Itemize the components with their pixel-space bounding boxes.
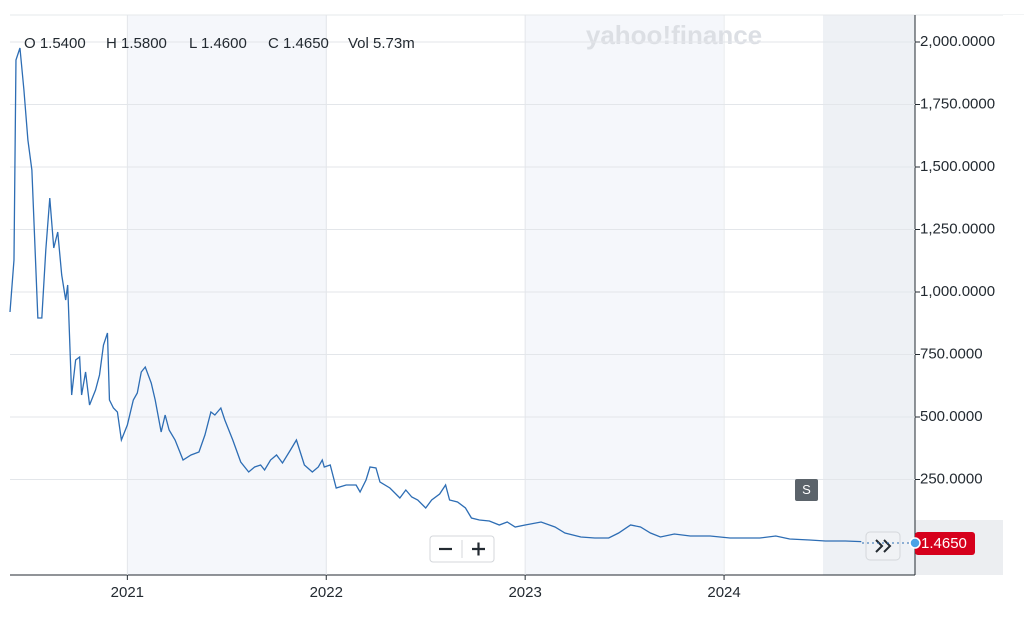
split-marker-label: S <box>802 482 811 497</box>
y-tick-label: 1,500.0000 <box>920 158 995 175</box>
y-tick-label: 750.0000 <box>920 345 983 362</box>
y-tick-label: 500.0000 <box>920 408 983 425</box>
x-tick-label: 2023 <box>508 584 541 601</box>
y-tick-label: 250.0000 <box>920 470 983 487</box>
y-tick-label: 1,000.0000 <box>920 283 995 300</box>
x-tick-label: 2024 <box>707 584 740 601</box>
price-dot <box>909 537 921 549</box>
price-tag-label: 1.4650 <box>921 535 967 552</box>
watermark: yahoo!finance <box>586 20 762 50</box>
year-band <box>127 15 327 575</box>
x-tick-label: 2021 <box>111 584 144 601</box>
grid <box>10 15 915 575</box>
year-band <box>525 15 723 575</box>
right-edge <box>1003 15 1024 575</box>
future-band <box>823 15 915 575</box>
ohlc-low: L 1.4600 <box>189 35 247 52</box>
zoom-in[interactable] <box>472 542 485 556</box>
ohlc-high: H 1.5800 <box>106 35 167 52</box>
ohlc-open: O 1.5400 <box>24 35 86 52</box>
price-line <box>9 47 862 543</box>
ohlc-close: C 1.4650 <box>268 35 329 52</box>
marks <box>9 47 862 543</box>
y-tick-label: 2,000.0000 <box>920 33 995 50</box>
zoom-controls <box>429 535 495 563</box>
price-tag <box>915 532 975 555</box>
y-tick-label: 1,750.0000 <box>920 95 995 112</box>
x-tick-label: 2022 <box>310 584 343 601</box>
scroll-end-icon <box>875 539 892 553</box>
split-marker[interactable] <box>795 479 818 501</box>
y-tick-label: 1,250.0000 <box>920 220 995 237</box>
ohlc-volume: Vol 5.73m <box>348 35 415 52</box>
